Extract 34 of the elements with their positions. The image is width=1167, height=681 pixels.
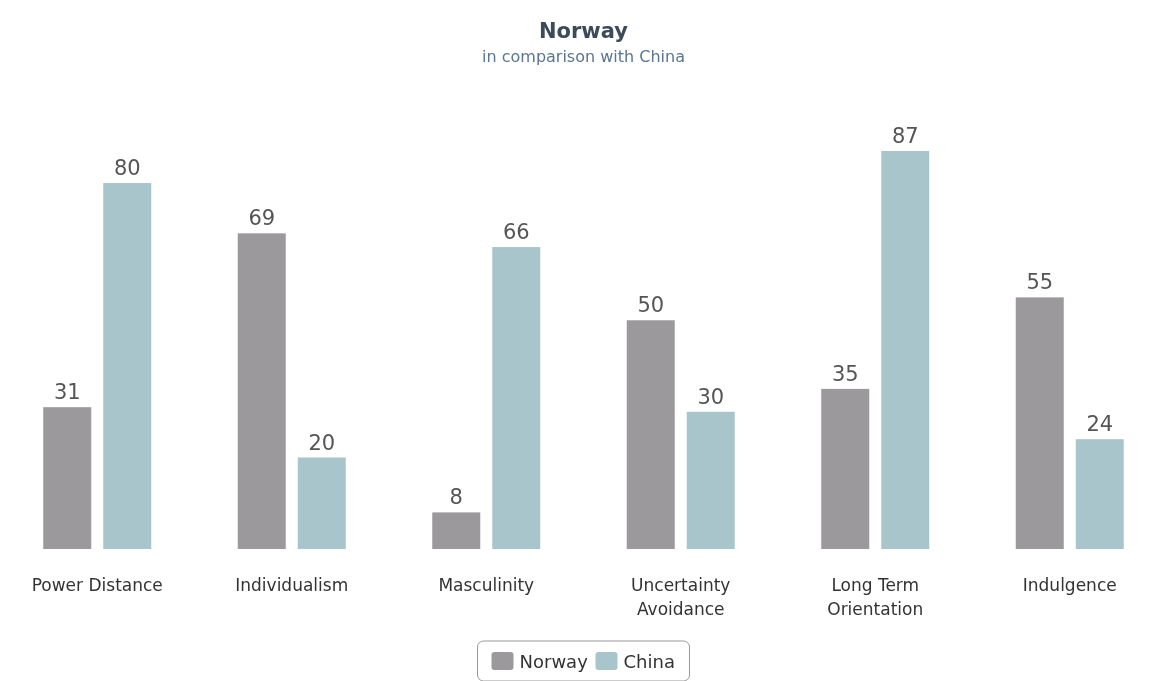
bar	[881, 151, 930, 549]
data-label: 69	[248, 206, 276, 231]
x-tick-label: Uncertainty Avoidance	[631, 575, 731, 619]
bar	[821, 388, 870, 549]
data-label: 50	[637, 293, 665, 318]
legend-label: China	[623, 651, 675, 672]
x-tick-label: Long Term Orientation	[827, 575, 924, 619]
x-tick-label: Indulgence	[1022, 575, 1117, 595]
data-label: 35	[831, 361, 859, 386]
bar	[1075, 439, 1124, 549]
bar	[1015, 297, 1064, 549]
data-label: 24	[1086, 412, 1114, 437]
bar	[297, 457, 346, 549]
bar	[103, 183, 152, 549]
data-label: 31	[53, 380, 81, 405]
data-label: 80	[113, 156, 141, 181]
x-tick-label: Masculinity	[438, 575, 535, 595]
chart-title: Norway	[539, 19, 629, 43]
data-label: 30	[697, 384, 725, 409]
bar	[432, 512, 481, 549]
data-label: 55	[1026, 270, 1054, 295]
bar	[492, 247, 541, 549]
bar	[626, 320, 675, 549]
data-label: 66	[502, 220, 530, 245]
data-label: 87	[891, 124, 919, 148]
bar	[686, 411, 735, 549]
data-label: 8	[449, 485, 463, 510]
bar	[43, 407, 92, 549]
x-tick-label: Individualism	[235, 575, 349, 595]
x-tick-label: Power Distance	[31, 575, 163, 595]
legend-label: Norway	[519, 651, 589, 672]
bar	[237, 233, 286, 549]
chart-subtitle: in comparison with China	[482, 47, 685, 66]
data-label: 20	[308, 430, 336, 455]
